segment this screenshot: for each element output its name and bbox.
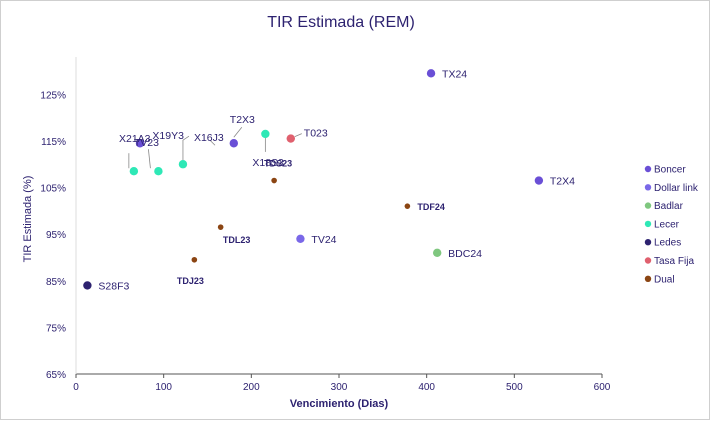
x-tick-label: 100 [155, 382, 172, 393]
point-s28f3 [83, 281, 92, 290]
point-label-t2x3: T2X3 [230, 114, 255, 126]
legend: Boncer Dollar link Badlar Lecer Ledes Tasa Fi… [644, 165, 699, 285]
legend-label-tasa-fija: Tasa Fija [654, 256, 694, 267]
x-tick-label: 400 [418, 382, 435, 393]
point-x18s3 [261, 129, 270, 139]
legend-label-boncer: Boncer [654, 165, 686, 176]
point-label-tx24: TX24 [442, 68, 467, 80]
point-label-t023: T023 [304, 128, 328, 140]
point-tdl23 [217, 224, 224, 230]
point-label-x16j3: X16J3 [194, 132, 224, 144]
legend-marker-lecer [644, 220, 652, 228]
point-x19y3 [154, 167, 163, 176]
point-label-tv24: TV24 [311, 234, 336, 246]
point-x21a3 [135, 139, 145, 148]
label-leader-lines [128, 126, 302, 169]
point-label-tdl23: TDL23 [223, 235, 251, 245]
y-tick-label: 115% [41, 137, 66, 148]
data-points [83, 69, 544, 290]
point-tx24 [426, 69, 436, 78]
point-t2x4 [534, 176, 544, 185]
y-tick-label: 95% [46, 230, 66, 241]
x-tick-label: 0 [73, 382, 79, 393]
x-axis-label: Vencimiento (Dias) [290, 398, 389, 410]
y-tick-label: 105% [40, 184, 66, 195]
leader-line [294, 133, 302, 137]
x-tick-labels: 0 100 200 300 400 500 600 [73, 374, 611, 393]
legend-label-dollar-link: Dollar link [654, 183, 699, 194]
point-tv23 [129, 167, 139, 176]
legend-marker-boncer [644, 165, 652, 173]
legend-marker-dual [644, 275, 652, 282]
legend-label-dual: Dual [654, 274, 675, 285]
legend-marker-tasa-fija [644, 257, 652, 264]
y-axis-label: TIR Estimada (%) [22, 176, 34, 263]
legend-marker-dollar-link [644, 184, 652, 191]
point-tv24 [296, 234, 305, 244]
x-tick-label: 600 [594, 382, 611, 393]
point-label-t2x4: T2X4 [550, 176, 575, 188]
point-label-tv23: TV23 [134, 137, 159, 149]
leader-line [182, 135, 190, 161]
point-label-x18s3: X18S3 [252, 157, 284, 169]
y-tick-label: 75% [46, 323, 66, 334]
y-tick-label: 125% [40, 90, 66, 101]
leader-line [233, 126, 243, 138]
point-t023 [286, 134, 295, 143]
leader-line [209, 139, 216, 146]
legend-marker-badlar [644, 202, 652, 209]
point-tds23 [271, 177, 277, 184]
leader-line [148, 149, 151, 169]
point-tdf24 [404, 203, 411, 209]
legend-marker-ledes [644, 239, 652, 246]
legend-label-badlar: Badlar [654, 201, 684, 212]
point-label-tdj23: TDJ23 [177, 276, 204, 286]
point-x16j3 [178, 160, 188, 169]
chart-title: TIR Estimada (REM) [267, 14, 415, 31]
point-label-x19y3: X19Y3 [152, 130, 184, 142]
x-tick-label: 500 [506, 382, 523, 393]
point-label-bdc24: BDC24 [448, 248, 482, 260]
legend-label-lecer: Lecer [654, 219, 680, 230]
x-tick-label: 300 [331, 382, 348, 393]
legend-label-ledes: Ledes [654, 238, 681, 249]
point-label-x21a3: X21A3 [119, 133, 151, 145]
y-tick-label: 65% [46, 370, 66, 381]
point-label-tds23: TDS23 [264, 159, 292, 169]
point-label-tdf24: TDF24 [417, 202, 445, 212]
point-tdj23 [191, 256, 198, 263]
y-tick-label: 85% [46, 277, 66, 288]
y-tick-labels: 65% 75% 85% 95% 105% 115% 125% [40, 90, 66, 381]
point-bdc24 [432, 248, 442, 257]
x-tick-label: 200 [243, 382, 260, 393]
point-t2x3 [229, 139, 238, 148]
point-label-s28f3: S28F3 [98, 280, 129, 292]
axes [75, 57, 602, 375]
